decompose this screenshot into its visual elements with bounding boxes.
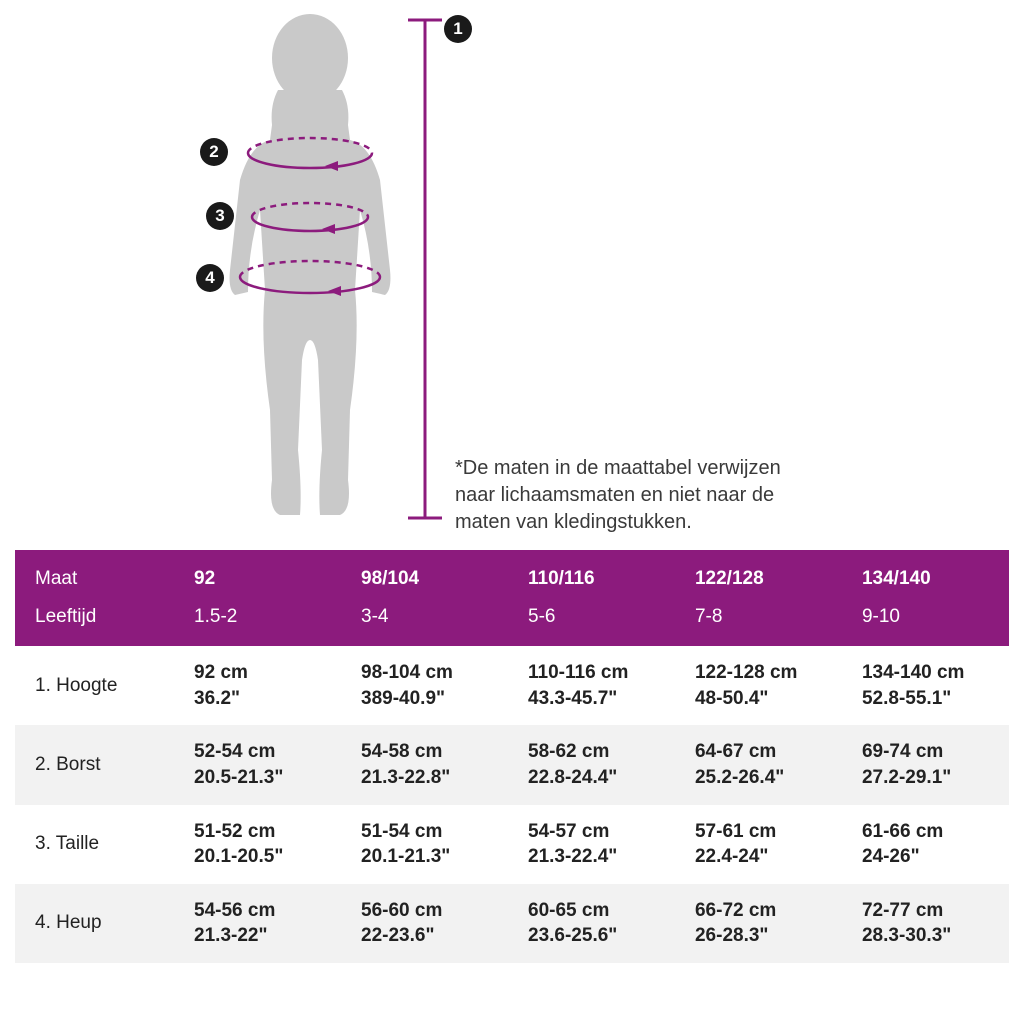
table-row: 1. Hoogte 92 cm36.2" 98-104 cm389-40.9" … bbox=[15, 646, 1009, 725]
header-age-3: 7-8 bbox=[675, 600, 842, 646]
cell: 52-54 cm20.5-21.3" bbox=[174, 725, 341, 804]
header-size-0: 92 bbox=[174, 550, 341, 600]
header-age-0: 1.5-2 bbox=[174, 600, 341, 646]
header-size-4: 134/140 bbox=[842, 550, 1009, 600]
child-silhouette bbox=[230, 14, 391, 515]
cell: 122-128 cm48-50.4" bbox=[675, 646, 842, 725]
cell: 57-61 cm22.4-24" bbox=[675, 805, 842, 884]
cell: 134-140 cm52.8-55.1" bbox=[842, 646, 1009, 725]
header-age-4: 9-10 bbox=[842, 600, 1009, 646]
silhouette-container: 1 2 3 4 bbox=[180, 10, 460, 530]
cell: 56-60 cm22-23.6" bbox=[341, 884, 508, 963]
table-header: Maat 92 98/104 110/116 122/128 134/140 L… bbox=[15, 550, 1009, 646]
height-measure-line bbox=[408, 20, 442, 518]
badge-4-hip: 4 bbox=[196, 264, 224, 292]
row-label-height: 1. Hoogte bbox=[15, 646, 174, 725]
disclaimer-note: *De maten in de maattabel verwijzen naar… bbox=[455, 455, 825, 536]
cell: 60-65 cm23.6-25.6" bbox=[508, 884, 675, 963]
cell: 51-52 cm20.1-20.5" bbox=[174, 805, 341, 884]
header-label-age: Leeftijd bbox=[15, 600, 174, 646]
table-body: 1. Hoogte 92 cm36.2" 98-104 cm389-40.9" … bbox=[15, 646, 1009, 963]
header-size-3: 122/128 bbox=[675, 550, 842, 600]
badge-1-height: 1 bbox=[444, 15, 472, 43]
cell: 54-57 cm21.3-22.4" bbox=[508, 805, 675, 884]
cell: 98-104 cm389-40.9" bbox=[341, 646, 508, 725]
header-label-size: Maat bbox=[15, 550, 174, 600]
header-size-2: 110/116 bbox=[508, 550, 675, 600]
header-row-size: Maat 92 98/104 110/116 122/128 134/140 bbox=[15, 550, 1009, 600]
badge-2-chest: 2 bbox=[200, 138, 228, 166]
row-label-chest: 2. Borst bbox=[15, 725, 174, 804]
cell: 92 cm36.2" bbox=[174, 646, 341, 725]
cell: 69-74 cm27.2-29.1" bbox=[842, 725, 1009, 804]
cell: 58-62 cm22.8-24.4" bbox=[508, 725, 675, 804]
header-size-1: 98/104 bbox=[341, 550, 508, 600]
cell: 51-54 cm20.1-21.3" bbox=[341, 805, 508, 884]
cell: 54-58 cm21.3-22.8" bbox=[341, 725, 508, 804]
badge-3-waist: 3 bbox=[206, 202, 234, 230]
cell: 61-66 cm24-26" bbox=[842, 805, 1009, 884]
row-label-waist: 3. Taille bbox=[15, 805, 174, 884]
table-row: 3. Taille 51-52 cm20.1-20.5" 51-54 cm20.… bbox=[15, 805, 1009, 884]
cell: 66-72 cm26-28.3" bbox=[675, 884, 842, 963]
table-row: 4. Heup 54-56 cm21.3-22" 56-60 cm22-23.6… bbox=[15, 884, 1009, 963]
header-row-age: Leeftijd 1.5-2 3-4 5-6 7-8 9-10 bbox=[15, 600, 1009, 646]
cell: 110-116 cm43.3-45.7" bbox=[508, 646, 675, 725]
diagram-section: 1 2 3 4 *De maten in de maattabel verwij… bbox=[0, 0, 1024, 550]
table-row: 2. Borst 52-54 cm20.5-21.3" 54-58 cm21.3… bbox=[15, 725, 1009, 804]
header-age-2: 5-6 bbox=[508, 600, 675, 646]
cell: 72-77 cm28.3-30.3" bbox=[842, 884, 1009, 963]
cell: 54-56 cm21.3-22" bbox=[174, 884, 341, 963]
cell: 64-67 cm25.2-26.4" bbox=[675, 725, 842, 804]
row-label-hip: 4. Heup bbox=[15, 884, 174, 963]
header-age-1: 3-4 bbox=[341, 600, 508, 646]
size-table: Maat 92 98/104 110/116 122/128 134/140 L… bbox=[15, 550, 1009, 963]
